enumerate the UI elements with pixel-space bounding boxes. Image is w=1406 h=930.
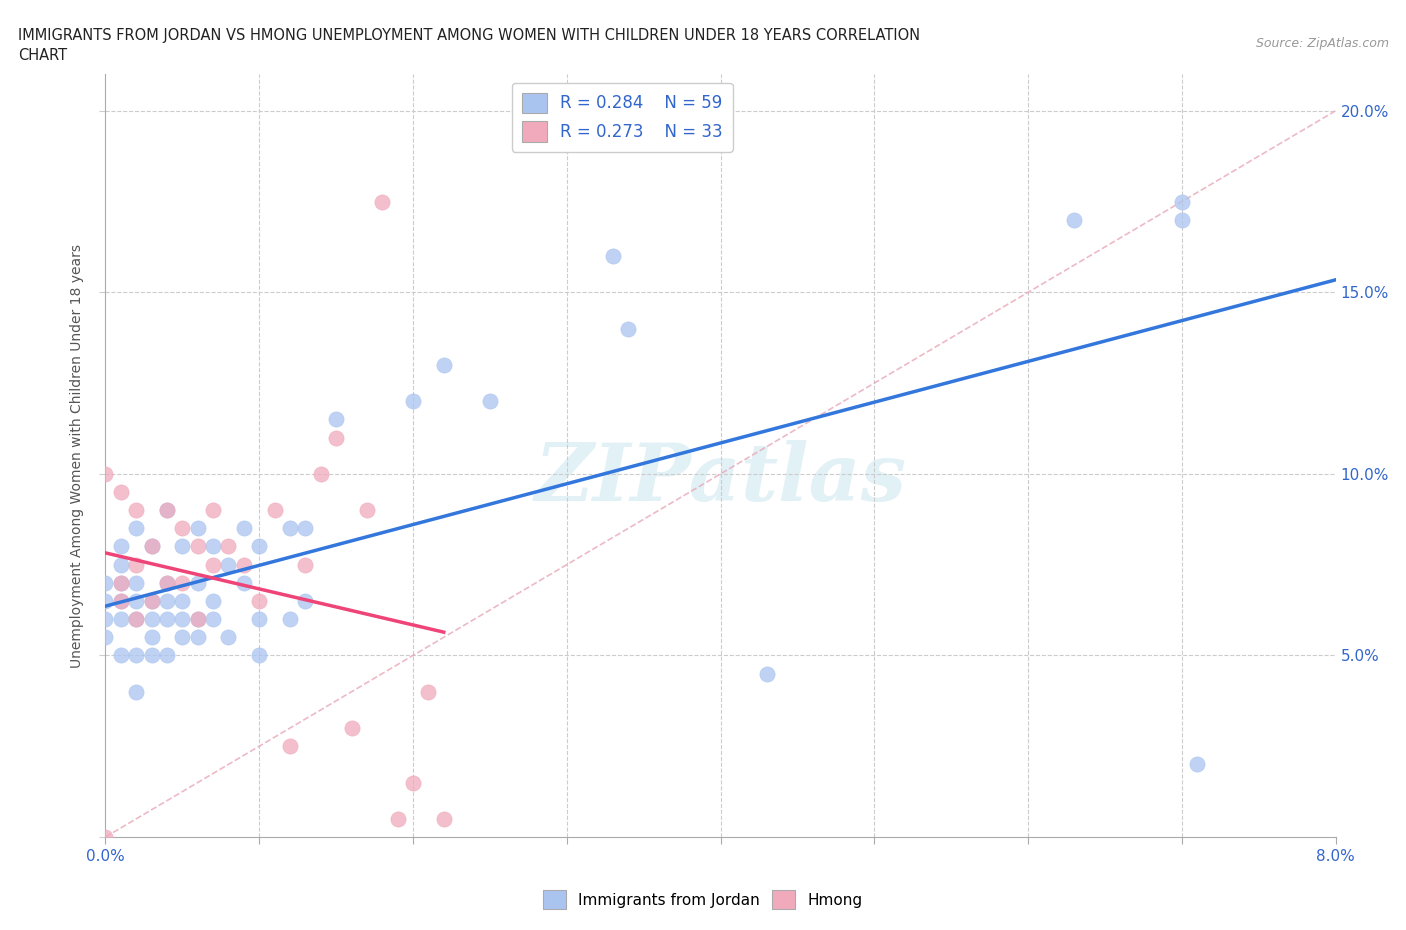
Point	[247, 539, 270, 554]
Y-axis label: Unemployment Among Women with Children Under 18 years: Unemployment Among Women with Children U…	[70, 244, 84, 668]
Point	[294, 557, 316, 572]
Point	[1187, 757, 1209, 772]
Point	[1063, 212, 1085, 227]
Point	[218, 630, 240, 644]
Point	[125, 521, 148, 536]
Point	[202, 612, 225, 627]
Legend: R = 0.284    N = 59, R = 0.273    N = 33: R = 0.284 N = 59, R = 0.273 N = 33	[512, 83, 733, 152]
Point	[232, 576, 254, 591]
Point	[478, 393, 501, 408]
Point	[156, 503, 179, 518]
Point	[418, 684, 440, 699]
Point	[325, 430, 347, 445]
Point	[172, 630, 194, 644]
Point	[232, 557, 254, 572]
Point	[110, 648, 132, 663]
Point	[141, 648, 163, 663]
Point	[247, 593, 270, 608]
Point	[94, 612, 117, 627]
Point	[125, 612, 148, 627]
Point	[602, 248, 624, 263]
Point	[294, 593, 316, 608]
Point	[110, 593, 132, 608]
Point	[110, 593, 132, 608]
Point	[110, 612, 132, 627]
Point	[125, 576, 148, 591]
Point	[187, 521, 209, 536]
Point	[247, 612, 270, 627]
Point	[1171, 212, 1194, 227]
Point	[172, 593, 194, 608]
Point	[187, 576, 209, 591]
Point	[156, 648, 179, 663]
Legend: Immigrants from Jordan, Hmong: Immigrants from Jordan, Hmong	[537, 884, 869, 915]
Point	[278, 612, 301, 627]
Point	[110, 576, 132, 591]
Point	[371, 194, 394, 209]
Text: IMMIGRANTS FROM JORDAN VS HMONG UNEMPLOYMENT AMONG WOMEN WITH CHILDREN UNDER 18 : IMMIGRANTS FROM JORDAN VS HMONG UNEMPLOY…	[18, 28, 921, 43]
Point	[187, 539, 209, 554]
Point	[202, 593, 225, 608]
Point	[156, 503, 179, 518]
Point	[156, 576, 179, 591]
Point	[278, 521, 301, 536]
Point	[110, 576, 132, 591]
Point	[387, 811, 409, 826]
Point	[402, 393, 425, 408]
Point	[325, 412, 347, 427]
Point	[110, 539, 132, 554]
Point	[172, 576, 194, 591]
Point	[202, 539, 225, 554]
Point	[294, 521, 316, 536]
Point	[156, 612, 179, 627]
Point	[340, 721, 363, 736]
Point	[125, 612, 148, 627]
Point	[141, 630, 163, 644]
Point	[94, 593, 117, 608]
Point	[156, 593, 179, 608]
Point	[433, 357, 456, 372]
Point	[94, 830, 117, 844]
Point	[125, 684, 148, 699]
Point	[172, 612, 194, 627]
Point	[232, 521, 254, 536]
Point	[94, 630, 117, 644]
Point	[617, 321, 640, 336]
Point	[141, 539, 163, 554]
Point	[172, 539, 194, 554]
Point	[218, 539, 240, 554]
Point	[309, 467, 332, 482]
Point	[125, 503, 148, 518]
Point	[202, 557, 225, 572]
Point	[263, 503, 285, 518]
Point	[433, 811, 456, 826]
Point	[218, 557, 240, 572]
Point	[402, 775, 425, 790]
Point	[141, 539, 163, 554]
Point	[202, 503, 225, 518]
Point	[356, 503, 378, 518]
Point	[94, 467, 117, 482]
Point	[141, 612, 163, 627]
Point	[110, 557, 132, 572]
Point	[755, 666, 778, 681]
Point	[172, 521, 194, 536]
Point	[247, 648, 270, 663]
Point	[141, 593, 163, 608]
Point	[141, 593, 163, 608]
Point	[278, 738, 301, 753]
Point	[125, 648, 148, 663]
Text: Source: ZipAtlas.com: Source: ZipAtlas.com	[1256, 37, 1389, 50]
Point	[125, 593, 148, 608]
Point	[110, 485, 132, 499]
Text: ZIPatlas: ZIPatlas	[534, 440, 907, 517]
Point	[187, 612, 209, 627]
Point	[1171, 194, 1194, 209]
Point	[187, 630, 209, 644]
Point	[94, 576, 117, 591]
Point	[187, 612, 209, 627]
Point	[125, 557, 148, 572]
Point	[156, 576, 179, 591]
Text: CHART: CHART	[18, 48, 67, 63]
